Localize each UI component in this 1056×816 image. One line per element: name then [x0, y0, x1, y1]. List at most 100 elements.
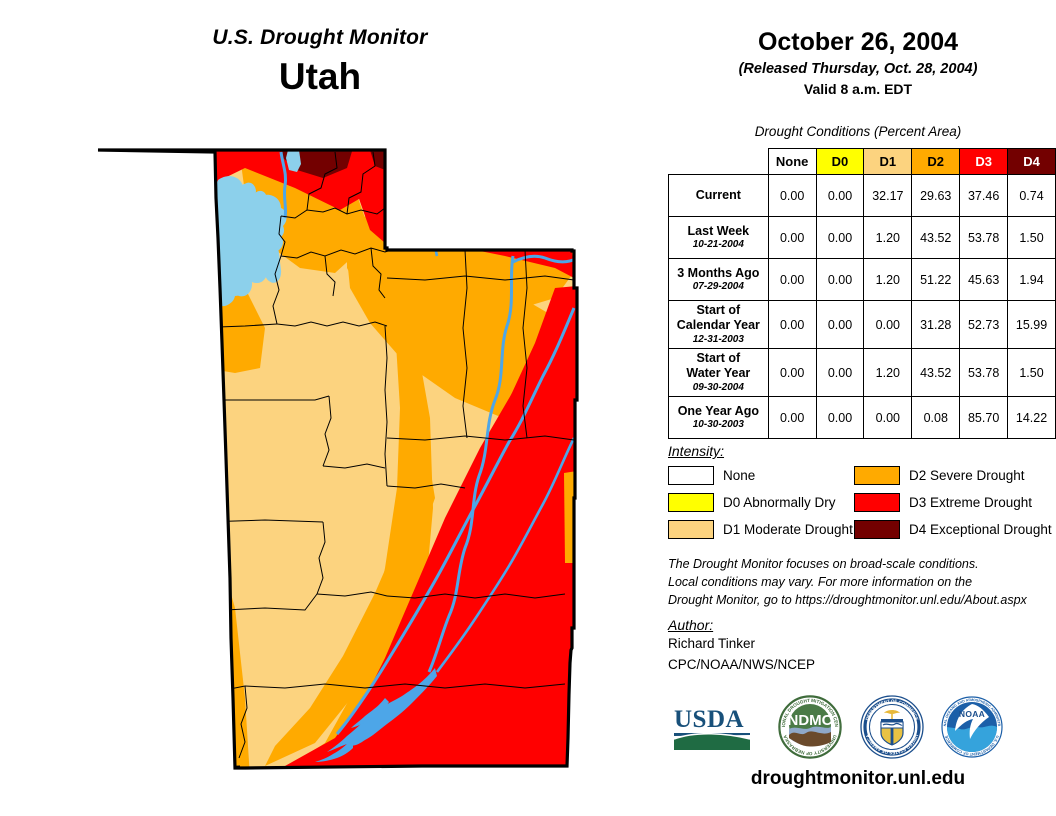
table-cell-d4: 1.50	[1007, 216, 1056, 259]
valid-time: Valid 8 a.m. EDT	[803, 81, 913, 97]
table-header-d4: D4	[1007, 148, 1056, 175]
noaa-logo: NATIONAL OCEANIC AND ATMOSPHERIC ADMINIS…	[940, 695, 1003, 758]
legend-item-d0: D0 Abnormally Dry	[668, 493, 854, 512]
row-label: Last Week 10-21-2004	[668, 216, 769, 259]
river-green	[427, 255, 515, 673]
table-row: 3 Months Ago 07-29-2004 0.00 0.00 1.20 51.22 4…	[668, 258, 1056, 301]
row-label-line: Start of	[696, 351, 741, 366]
row-label: One Year Ago 10-30-2003	[668, 396, 769, 439]
author-block: Author: Richard Tinker CPC/NOAA/NWS/NCEP	[668, 617, 1048, 674]
disclaimer-line-1: The Drought Monitor focuses on broad-sca…	[668, 557, 979, 571]
table-cell-d1: 32.17	[863, 174, 913, 217]
website-url: droughtmonitor.unl.edu	[750, 768, 966, 789]
author-affiliation: CPC/NOAA/NWS/NCEP	[668, 656, 816, 672]
utah-map-svg	[97, 148, 579, 770]
table-cell-d3: 37.46	[959, 174, 1009, 217]
table-cell-d0: 0.00	[815, 216, 865, 259]
table-row: Current 0.00 0.00 32.17 29.63 37.46 0.74	[668, 174, 1056, 217]
region-d4-northeast	[387, 150, 437, 246]
table-header-d1: D1	[863, 148, 913, 175]
table-row: Start of Water Year 09-30-2004 0.00 0.00 1.20…	[668, 348, 1056, 397]
table-cell-d0: 0.00	[815, 174, 865, 217]
legend-swatch-d4	[854, 520, 900, 539]
table-cell-d4: 15.99	[1007, 300, 1056, 349]
water-gsl-north-arm	[213, 176, 256, 216]
legend-label-none: None	[723, 468, 756, 483]
table-cell-d0: 0.00	[815, 300, 865, 349]
table-cell-d3: 85.70	[959, 396, 1009, 439]
intensity-legend: Intensity: None D2 Severe Drought D0 Abnor…	[668, 443, 1056, 539]
row-label: Current	[668, 174, 769, 217]
usda-logo-text: USDA	[674, 706, 744, 733]
table-cell-d3: 53.78	[959, 216, 1009, 259]
logo-row: USDA NATIONAL DROUGHT MITIGATION CENTER …	[660, 692, 1056, 762]
table-cell-d4: 1.50	[1007, 348, 1056, 397]
row-label: 3 Months Ago 07-29-2004	[668, 258, 769, 301]
author-name: Richard Tinker	[668, 636, 756, 651]
map-title-block: U.S. Drought Monitor Utah	[0, 26, 640, 98]
table-cell-d2: 43.52	[911, 348, 961, 397]
row-label: Start of Water Year 09-30-2004	[668, 348, 769, 397]
table-cell-d2: 0.08	[911, 396, 961, 439]
page-title: Utah	[278, 56, 362, 97]
table-cell-d4: 14.22	[1007, 396, 1056, 439]
table-header-d3: D3	[959, 148, 1009, 175]
table-row: Last Week 10-21-2004 0.00 0.00 1.20 43.52 53.7…	[668, 216, 1056, 259]
legend-item-none: None	[668, 466, 854, 485]
row-label: Start of Calendar Year 12-31-2003	[668, 300, 769, 349]
table-cell-d1: 1.20	[863, 348, 913, 397]
row-label-line: Start of	[696, 303, 741, 318]
intensity-legend-items: None D2 Severe Drought D0 Abnormally Dry D3…	[668, 466, 1056, 539]
legend-label-d2: D2 Severe Drought	[909, 468, 1025, 483]
row-label-line: 3 Months Ago	[677, 265, 760, 280]
table-row: Start of Calendar Year 12-31-2003 0.00 0.00 0…	[668, 300, 1056, 349]
table-cell-none: 0.00	[767, 348, 817, 397]
legend-label-d3: D3 Extreme Drought	[909, 495, 1033, 510]
disclaimer-text: The Drought Monitor focuses on broad-sca…	[668, 556, 1052, 609]
table-cell-d2: 29.63	[911, 174, 961, 217]
drought-regions	[98, 150, 577, 768]
row-label-line: One Year Ago	[677, 403, 759, 418]
legend-swatch-d0	[668, 493, 714, 512]
legend-swatch-none	[668, 466, 714, 485]
disclaimer-line-2: Local conditions may vary. For more info…	[668, 574, 973, 589]
water-lake-powell-branch	[351, 698, 389, 728]
river-dolores	[435, 437, 576, 673]
ndmc-logo-text: NDMC	[788, 712, 833, 729]
row-label-line: Current	[695, 188, 741, 203]
table-cell-d0: 0.00	[815, 258, 865, 301]
author-heading: Author:	[668, 617, 714, 633]
table-cell-d2: 51.22	[911, 258, 961, 301]
table-header-d2: D2	[911, 148, 961, 175]
row-label-line: Last Week	[687, 223, 750, 238]
release-date: (Released Thursday, Oct. 28, 2004)	[738, 61, 978, 77]
water-utah-lake	[262, 244, 282, 283]
table-row: One Year Ago 10-30-2003 0.00 0.00 0.00 0.08 85…	[668, 396, 1056, 439]
legend-label-d1: D1 Moderate Drought	[723, 522, 853, 537]
table-cell-d0: 0.00	[815, 348, 865, 397]
utah-drought-map	[85, 138, 620, 803]
row-label-date: 12-31-2003	[692, 333, 744, 345]
table-cell-d4: 0.74	[1007, 174, 1056, 217]
row-label-date: 09-30-2004	[692, 381, 744, 393]
table-cell-none: 0.00	[767, 300, 817, 349]
row-label-date: 07-29-2004	[692, 281, 744, 293]
row-label-line: Water Year	[686, 366, 751, 381]
legend-item-d4: D4 Exceptional Drought	[854, 520, 1056, 539]
table-cell-none: 0.00	[767, 216, 817, 259]
report-header: October 26, 2004 (Released Thursday, Oct…	[660, 28, 1056, 97]
region-d2-southwest	[98, 468, 235, 768]
header-spacer	[668, 148, 769, 175]
row-label-date: 10-30-2003	[692, 419, 744, 431]
region-d3-southeast	[285, 286, 577, 768]
utah-state-outline	[97, 148, 579, 770]
river-ne-segment	[512, 254, 577, 264]
legend-item-d3: D3 Extreme Drought	[854, 493, 1056, 512]
doc-seal-logo: DEPARTMENT OF COMMERCE UNITED STATES OF …	[860, 695, 924, 759]
river-colorado	[335, 307, 576, 735]
table-cell-d3: 53.78	[959, 348, 1009, 397]
drought-conditions-table: None D0 D1 D2 D3 D4 Current 0.00 0.00 32.17 29.63…	[668, 148, 1056, 439]
table-cell-none: 0.00	[767, 174, 817, 217]
legend-swatch-d3	[854, 493, 900, 512]
table-cell-none: 0.00	[767, 258, 817, 301]
